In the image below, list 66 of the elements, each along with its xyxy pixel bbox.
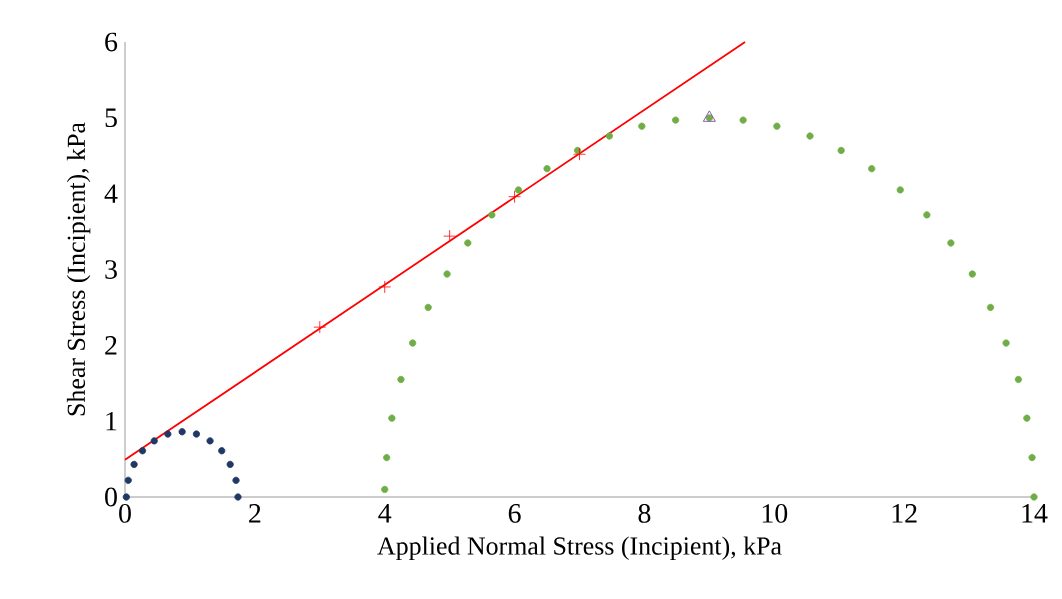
- point: [896, 186, 904, 194]
- x-tick-label: 2: [249, 504, 261, 523]
- point: [605, 132, 613, 140]
- point: [543, 165, 551, 173]
- x-tick-label: 12: [892, 504, 917, 523]
- point: [923, 211, 931, 219]
- point: [178, 428, 186, 436]
- point: [130, 460, 138, 468]
- point: [383, 453, 391, 462]
- point: [1002, 339, 1010, 347]
- x-tick-label: 14: [1022, 504, 1048, 523]
- point: [164, 430, 172, 438]
- x-tick-label: 0: [119, 504, 131, 523]
- point: [409, 339, 417, 347]
- point: [837, 146, 845, 155]
- point: [947, 239, 955, 247]
- point: [388, 414, 396, 422]
- x-tick-label: 10: [762, 504, 788, 523]
- point: [443, 229, 457, 243]
- point: [464, 239, 472, 247]
- point: [514, 186, 523, 194]
- point: [150, 437, 158, 445]
- point: [1030, 493, 1038, 501]
- point: [868, 165, 876, 173]
- y-tick-label: 1: [106, 411, 117, 431]
- x-tick-label: 4: [378, 504, 392, 523]
- point: [234, 493, 242, 501]
- point: [138, 447, 147, 455]
- point: [968, 270, 976, 278]
- x-tick-label: 8: [638, 504, 651, 523]
- point: [206, 437, 214, 445]
- point: [397, 375, 405, 384]
- point: [638, 122, 646, 130]
- point: [488, 211, 496, 219]
- y-tick-label: 0: [105, 487, 117, 507]
- point: [739, 116, 747, 124]
- y-tick-label: 4: [104, 184, 118, 203]
- point: [773, 122, 781, 130]
- point: [232, 476, 240, 484]
- point: [124, 476, 132, 484]
- point: [424, 303, 432, 311]
- x-tick-label: 6: [508, 504, 521, 523]
- point: [986, 303, 995, 311]
- point: [702, 110, 716, 122]
- point: [443, 270, 451, 278]
- y-tick-label: 5: [105, 108, 117, 128]
- y-tick-label: 3: [105, 260, 117, 279]
- point: [672, 116, 680, 124]
- point: [1023, 414, 1031, 422]
- point: [192, 430, 201, 438]
- y-tick-label: 6: [105, 32, 118, 52]
- point: [218, 447, 226, 455]
- point: [378, 280, 392, 294]
- point: [226, 460, 234, 468]
- point: [381, 485, 389, 493]
- point: [1014, 375, 1023, 384]
- point: [122, 493, 130, 501]
- point: [806, 132, 814, 140]
- y-axis-title: Shear Stress (Incipient), kPa: [66, 122, 91, 416]
- point: [705, 114, 713, 122]
- point: [508, 190, 521, 204]
- point: [1028, 453, 1036, 462]
- x-axis-title: Applied Normal Stress (Incipient), kPa: [377, 536, 782, 561]
- point: [313, 320, 327, 334]
- point: [573, 147, 586, 161]
- y-tick-label: 2: [105, 336, 117, 355]
